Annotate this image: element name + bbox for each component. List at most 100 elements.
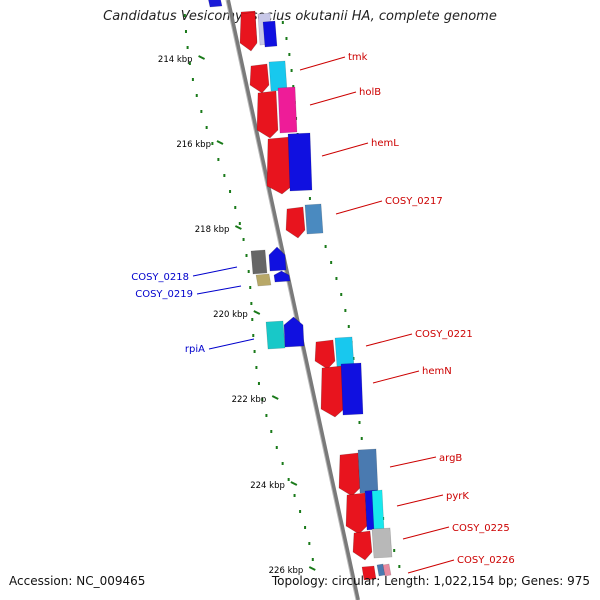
gc-skew-tick bbox=[308, 542, 311, 545]
cds-block-COSY_0226 bbox=[361, 565, 377, 581]
gc-skew-tick bbox=[360, 437, 363, 440]
gc-skew-tick bbox=[358, 421, 361, 424]
gene-label-hemN: hemN bbox=[422, 366, 452, 377]
scale-label: 220 kbp bbox=[213, 310, 248, 320]
cds-arrow-holB bbox=[256, 90, 279, 139]
gc-skew-tick bbox=[217, 158, 220, 161]
gc-skew-tick bbox=[308, 197, 311, 200]
cds-arrow-hemN bbox=[320, 365, 345, 418]
gc-skew-tick bbox=[288, 53, 291, 56]
label-leader-pyrK bbox=[396, 494, 444, 507]
scale-label: 224 kbp bbox=[250, 481, 285, 491]
gc-skew-tick bbox=[281, 462, 284, 465]
cds-block-rpiA bbox=[265, 320, 286, 350]
cds-block bbox=[262, 20, 278, 48]
gc-skew-tick bbox=[330, 261, 333, 264]
scale-label: 226 kbp bbox=[269, 566, 304, 576]
gc-skew-tick bbox=[191, 78, 194, 81]
gc-skew-tick bbox=[393, 549, 396, 552]
cds-block-hemN bbox=[340, 362, 364, 416]
gc-skew-tick bbox=[245, 254, 248, 257]
cds-arrow-rpiA bbox=[283, 316, 305, 348]
gc-skew-tick bbox=[188, 62, 191, 65]
accession-label: Accession: NC_009465 bbox=[9, 574, 146, 588]
scale-label: 218 kbp bbox=[195, 225, 230, 235]
gc-skew-tick bbox=[311, 558, 314, 561]
cds-block-argB bbox=[357, 448, 379, 494]
label-leader-argB bbox=[389, 456, 437, 468]
gene-label-COSY_0221: COSY_0221 bbox=[415, 329, 473, 340]
gc-skew-tick bbox=[287, 478, 290, 481]
scale-tick bbox=[234, 225, 242, 230]
gene-label-COSY_0226: COSY_0226 bbox=[457, 555, 515, 566]
scale-ticks: 214 kbp 216 kbp 218 kbp 220 kbp 222 kbp 224 k… bbox=[158, 55, 316, 576]
gc-skew-tick bbox=[200, 110, 203, 113]
gene-label-holB: holB bbox=[359, 87, 381, 98]
cds-arrow-pyrK bbox=[345, 492, 368, 535]
gc-skew-tick bbox=[285, 37, 288, 40]
gc-skew-tick bbox=[251, 318, 254, 321]
gc-skew-tick bbox=[247, 270, 250, 273]
cds-arrow-COSY_0218 bbox=[268, 246, 287, 272]
gc-skew-tick bbox=[249, 286, 252, 289]
gc-skew-tick bbox=[184, 30, 187, 33]
cds-block-holB bbox=[277, 86, 298, 134]
cds-arrow bbox=[239, 11, 258, 52]
gc-skew-tick bbox=[253, 350, 256, 353]
gc-skew-tick bbox=[340, 293, 343, 296]
scale-tick bbox=[253, 310, 261, 315]
gc-skew-tick bbox=[347, 325, 350, 328]
genome-backbone-highlight bbox=[225, 0, 357, 600]
gene-label-argB: argB bbox=[439, 453, 462, 464]
gc-skew-tick bbox=[292, 85, 295, 88]
cds-block-COSY_0218 bbox=[250, 249, 268, 275]
gene-label-COSY_0219: COSY_0219 bbox=[135, 289, 193, 300]
cds-block-pyrK bbox=[371, 489, 385, 531]
label-leader-COSY_0225 bbox=[402, 526, 450, 540]
gc-skew-tick bbox=[257, 382, 260, 385]
scale-label: 222 kbp bbox=[232, 395, 267, 405]
cds-arrow-hemL bbox=[266, 136, 293, 195]
gc-skew-tick bbox=[290, 69, 293, 72]
gc-skew-tick bbox=[255, 366, 258, 369]
map-title: Candidatus Vesicomyosocius okutanii HA, … bbox=[103, 9, 497, 24]
label-leader-hemN bbox=[372, 370, 420, 384]
gene-label-pyrK: pyrK bbox=[446, 491, 469, 502]
scale-tick bbox=[198, 55, 206, 60]
label-leader-hemL bbox=[321, 142, 369, 157]
gc-skew-tick bbox=[234, 206, 237, 209]
cds-arrow-argB bbox=[338, 452, 361, 497]
cds-block-COSY_0219 bbox=[255, 273, 272, 287]
cds-arrow-tmk bbox=[249, 63, 270, 94]
cds-block-COSY_0217 bbox=[304, 203, 324, 235]
cds-arrow-COSY_0221 bbox=[314, 339, 336, 370]
label-leader-COSY_0217 bbox=[335, 200, 383, 215]
gc-skew-tick bbox=[242, 238, 245, 241]
cds-features bbox=[208, 0, 393, 581]
gc-skew-tick bbox=[270, 430, 273, 433]
gc-skew-tick bbox=[183, 14, 186, 17]
gene-labels: tmk holB hemL COSY_0217 COSY_0218 COSY_0219rp… bbox=[131, 52, 515, 574]
scale-tick bbox=[308, 566, 316, 571]
gc-skew-tick bbox=[275, 446, 278, 449]
gene-label-hemL: hemL bbox=[371, 138, 399, 149]
cds-block-COSY_0221 bbox=[334, 336, 355, 368]
gene-label-rpiA: rpiA bbox=[185, 344, 205, 355]
gene-label-COSY_0225: COSY_0225 bbox=[452, 523, 510, 534]
gc-skew-tick bbox=[238, 222, 241, 225]
gene-label-COSY_0217: COSY_0217 bbox=[385, 196, 443, 207]
gc-skew-tick bbox=[250, 302, 253, 305]
cds-block-COSY_0225 bbox=[371, 527, 393, 559]
gc-skew-tick bbox=[223, 174, 226, 177]
gc-skew-tick bbox=[281, 21, 284, 24]
cds-block-hemL bbox=[287, 132, 313, 192]
genome-summary: Topology: circular; Length: 1,022,154 bp… bbox=[271, 574, 590, 588]
gc-skew-tick bbox=[299, 510, 302, 513]
scale-label: 216 kbp bbox=[176, 140, 211, 150]
gc-skew-tick bbox=[304, 526, 307, 529]
gc-skew-tick bbox=[265, 414, 268, 417]
label-leader-COSY_0221 bbox=[365, 333, 413, 347]
cds-block bbox=[208, 0, 223, 8]
gc-skew-tick bbox=[211, 142, 214, 145]
